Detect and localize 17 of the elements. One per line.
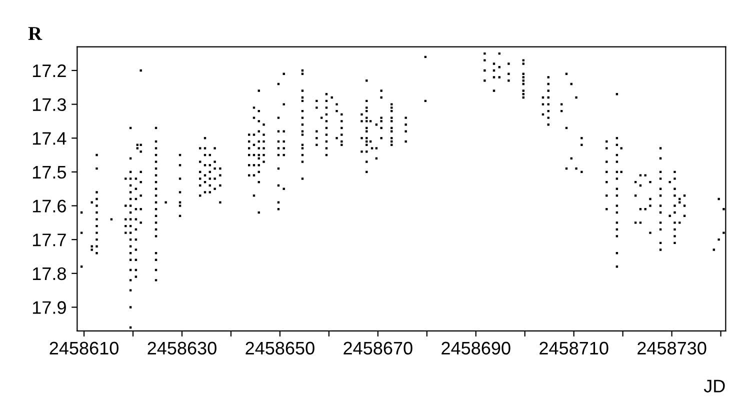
y-tick-label: 17.4: [32, 132, 66, 145]
y-tick-label: 17.3: [32, 98, 66, 112]
x-tick-label: 2458630: [148, 342, 216, 355]
x-tick-label: 2458670: [344, 342, 412, 355]
y-axis-title: R: [28, 27, 42, 40]
x-axis-title: JD: [704, 380, 725, 392]
x-tick-label: 2458690: [442, 342, 510, 355]
y-tick-label: 17.8: [32, 267, 66, 280]
y-tick-label: 17.2: [32, 64, 66, 78]
x-tick-label: 2458610: [50, 342, 118, 355]
x-tick-label: 2458710: [540, 342, 608, 355]
y-tick-label: 17.7: [32, 234, 66, 246]
x-tick-label: 2458650: [246, 342, 314, 355]
y-tick-label: 17.6: [32, 200, 66, 212]
x-tick-label: 2458730: [638, 342, 706, 355]
y-tick-label: 17.9: [32, 301, 66, 314]
y-tick-label: 17.5: [32, 166, 66, 179]
